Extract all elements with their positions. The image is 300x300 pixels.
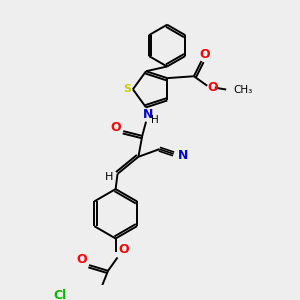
- Text: O: O: [208, 81, 218, 94]
- Text: N: N: [143, 109, 153, 122]
- Text: N: N: [178, 149, 188, 162]
- Text: O: O: [110, 121, 121, 134]
- Text: O: O: [199, 48, 210, 61]
- Text: CH₃: CH₃: [234, 85, 253, 94]
- Text: O: O: [76, 253, 87, 266]
- Text: H: H: [105, 172, 113, 182]
- Text: O: O: [118, 243, 128, 256]
- Text: H: H: [151, 115, 158, 125]
- Text: Cl: Cl: [53, 289, 67, 300]
- Text: S: S: [123, 84, 131, 94]
